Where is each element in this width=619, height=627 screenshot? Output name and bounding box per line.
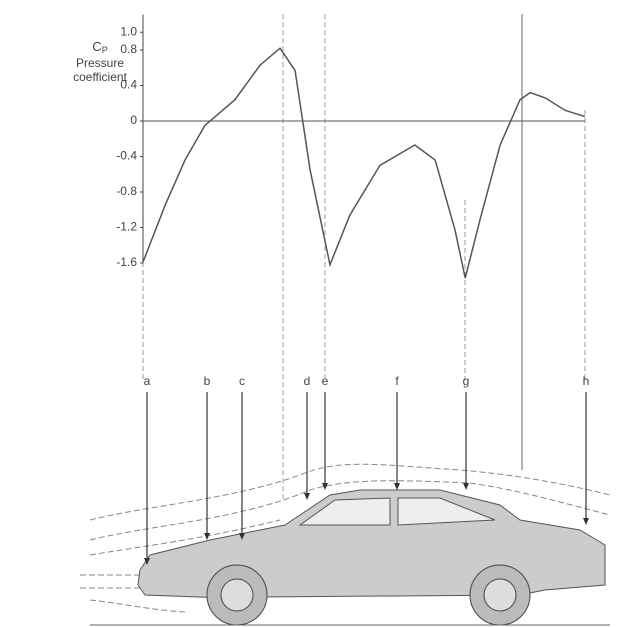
y-tick-label: -0.8 [116,184,137,198]
y-tick-label: 0.4 [120,78,137,92]
hub [221,579,253,611]
station-label: a [144,374,151,388]
cp-symbol: C [92,39,101,54]
y-tick-label: -1.6 [116,255,137,269]
arrow-head [204,533,210,540]
y-tick-label: 0.8 [120,42,137,56]
station-label: e [322,374,329,388]
station-label: f [395,374,399,388]
arrow-head [304,493,310,500]
arrow-head [583,518,589,525]
arrow-head [394,483,400,490]
y-tick-label: -1.2 [116,220,137,234]
streamline [80,575,140,588]
station-label: h [583,374,590,388]
arrow-head [463,483,469,490]
y-tick-label: 0 [130,113,137,127]
y-label-symbol: CP [92,39,107,55]
station-label: g [463,374,470,388]
streamline [90,600,185,612]
figure: CP Pressure coefficient 1.00.80.40-0.4-0… [0,0,619,627]
car-diagram [80,464,610,625]
y-tick-label: 1.0 [120,24,137,38]
cp-curve [143,48,585,278]
station-label: c [239,374,245,388]
cp-subscript: P [102,45,108,55]
station-label: d [304,374,311,388]
hub [484,579,516,611]
y-tick-label: -0.4 [116,149,137,163]
station-label: b [204,374,211,388]
